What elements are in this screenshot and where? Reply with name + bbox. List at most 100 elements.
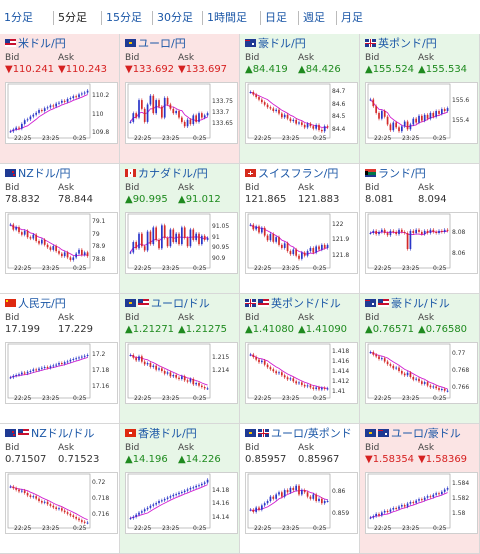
tab-6[interactable]: 週足 — [303, 11, 325, 24]
candle-body — [169, 229, 172, 247]
currency-pair-link[interactable]: 豪ドル/ドル — [391, 297, 450, 310]
candle-body — [301, 382, 303, 385]
candle-body — [292, 249, 295, 255]
bid-price: 17.199 — [5, 324, 40, 335]
price-chart[interactable]: 84.7 84.6 84.5 84.4 — [245, 82, 358, 144]
candlestick-plot — [247, 473, 331, 529]
candle-body — [386, 116, 389, 125]
y-axis-label: 1.414 — [332, 368, 350, 376]
candle-body — [315, 387, 317, 389]
x-axis-label: 23:25 — [282, 135, 300, 142]
candle-body — [401, 371, 403, 374]
quote-header: ユーロ/円 — [125, 36, 186, 50]
price-chart[interactable]: 1.215 1.214 — [125, 342, 238, 404]
y-axis-label: 0.86 — [332, 488, 346, 496]
candle-body — [203, 235, 206, 240]
candle-body — [41, 501, 43, 503]
candle-body — [303, 252, 306, 256]
candle-body — [423, 230, 426, 235]
price-chart[interactable]: 91.05 91 90.95 90.9 — [125, 212, 238, 274]
candle-body — [249, 509, 252, 511]
currency-pair-link[interactable]: ユーロ/ドル — [151, 297, 210, 310]
tab-4[interactable]: 1時間足 — [207, 11, 247, 24]
price-chart[interactable]: 155.6 155.4 — [365, 82, 478, 144]
tab-1[interactable]: 5分足 — [58, 11, 87, 24]
candle-body — [186, 237, 189, 247]
currency-pair-link[interactable]: ランド/円 — [378, 167, 426, 180]
currency-pair-link[interactable]: ユーロ/豪ドル — [391, 427, 461, 440]
price-chart[interactable]: 17.2 17.18 17.16 — [5, 342, 118, 404]
candle-body — [295, 249, 297, 256]
y-axis-label: 91 — [212, 233, 220, 241]
candle-body — [166, 372, 169, 374]
currency-pair-link[interactable]: ユーロ/英ポンド — [271, 427, 352, 440]
price-chart[interactable]: 133.75 133.7 133.65 — [125, 82, 238, 144]
candle-body — [32, 234, 35, 239]
candle-body — [129, 518, 132, 520]
currency-pair-link[interactable]: 人民元/円 — [18, 297, 66, 310]
x-axis-label: 23:25 — [282, 525, 300, 532]
x-axis-label: 23:25 — [282, 395, 300, 402]
candle-body — [195, 485, 197, 488]
price-chart[interactable]: 14.18 14.16 14.14 — [125, 472, 238, 534]
tab-2[interactable]: 15分足 — [106, 11, 142, 24]
currency-pair-link[interactable]: カナダドル/円 — [138, 167, 208, 180]
tab-0[interactable]: 1分足 — [4, 11, 33, 24]
currency-pair-link[interactable]: NZドル/円 — [18, 167, 71, 180]
candle-body — [403, 505, 406, 507]
price-chart[interactable]: 110.2 110 109.8 — [5, 82, 118, 144]
price-chart[interactable]: 1.584 1.582 1.58 — [365, 472, 478, 534]
candle-body — [172, 375, 175, 377]
candle-body — [175, 233, 177, 243]
candle-body — [55, 364, 57, 366]
candle-body — [426, 114, 429, 119]
us-flag-icon — [258, 299, 269, 307]
candle-body — [169, 496, 172, 498]
price-chart[interactable]: 0.72 0.718 0.716 — [5, 472, 118, 534]
quote-header: NZドル/ドル — [5, 426, 94, 440]
currency-pair-link[interactable]: NZドル/ドル — [31, 427, 95, 440]
candle-body — [75, 517, 77, 519]
ask-price: ▲14.226 — [178, 454, 221, 465]
price-chart[interactable]: 0.86 0.859 — [245, 472, 358, 534]
currency-pair-link[interactable]: 香港ドル/円 — [138, 427, 197, 440]
price-chart[interactable]: 0.77 0.768 0.766 — [365, 342, 478, 404]
moving-average-line — [370, 351, 448, 390]
bid-price: ▼110.241 — [5, 64, 55, 75]
candle-body — [261, 360, 263, 363]
currency-pair-link[interactable]: ユーロ/円 — [138, 37, 186, 50]
candle-body — [286, 490, 289, 493]
plot-frame — [7, 83, 91, 139]
tab-7[interactable]: 月足 — [341, 11, 363, 24]
y-axis-label: 0.766 — [452, 384, 470, 392]
currency-pair-link[interactable]: スイスフラン/円 — [258, 167, 339, 180]
candle-body — [192, 229, 195, 240]
quote-card: NZドル/ドル Bid Ask 0.71507 0.71523 0.72 0.718 0.71… — [0, 424, 120, 554]
price-chart[interactable]: 8.08 8.06 — [365, 212, 478, 274]
quote-header: スイスフラン/円 — [245, 166, 338, 180]
tab-separator — [53, 11, 54, 25]
candle-body — [275, 109, 277, 111]
candle-body — [21, 490, 23, 492]
us-flag-icon — [18, 429, 29, 437]
tab-5[interactable]: 日足 — [265, 11, 287, 24]
candle-body — [152, 365, 155, 367]
candle-body — [289, 251, 292, 255]
currency-pair-link[interactable]: 英ポンド/円 — [378, 37, 437, 50]
candle-body — [138, 233, 140, 249]
candle-body — [406, 233, 409, 249]
price-chart[interactable]: 79.1 79 78.9 78.8 — [5, 212, 118, 274]
candle-body — [429, 229, 432, 233]
tab-3[interactable]: 30分足 — [157, 11, 193, 24]
currency-pair-link[interactable]: 豪ドル/円 — [258, 37, 306, 50]
quote-card: 香港ドル/円 Bid Ask ▲14.196 ▲14.226 14.18 14.16 14.1… — [120, 424, 240, 554]
x-axis-label: 23:25 — [162, 395, 180, 402]
y-axis-label: 8.06 — [452, 250, 466, 258]
price-chart[interactable]: 122 121.9 121.8 — [245, 212, 358, 274]
price-chart[interactable]: 1.418 1.416 1.414 1.412 1.41 — [245, 342, 358, 404]
candle-body — [309, 247, 312, 252]
currency-pair-link[interactable]: 米ドル/円 — [18, 37, 66, 50]
candle-body — [81, 249, 83, 255]
currency-pair-link[interactable]: 英ポンド/ドル — [271, 297, 341, 310]
candle-body — [278, 109, 280, 114]
